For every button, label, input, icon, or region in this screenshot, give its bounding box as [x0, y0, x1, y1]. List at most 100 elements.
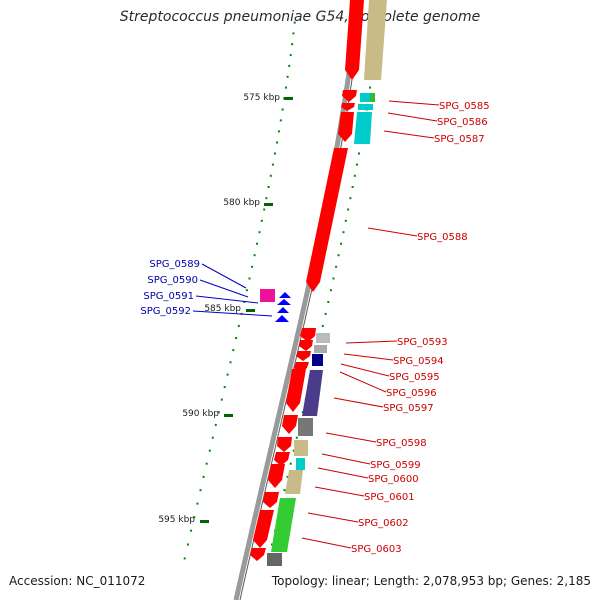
scale-dot [265, 197, 268, 200]
scale-dot [292, 449, 295, 452]
gene-label: SPG_0598 [376, 438, 427, 449]
scale-dot [292, 32, 295, 35]
category-box [314, 345, 327, 353]
gene-label: SPG_0586 [437, 117, 488, 128]
genome-summary: Topology: linear; Length: 2,078,953 bp; … [271, 574, 591, 588]
leader-line [192, 310, 273, 317]
scale-dot [283, 489, 286, 492]
scale-dot [321, 324, 324, 327]
scale-dot [202, 475, 205, 478]
scale-dot [274, 152, 276, 155]
scale-tick: 585 kbp [204, 304, 255, 314]
scale-dot [288, 64, 291, 67]
category-box [316, 333, 330, 343]
scale-label: 595 kbp [158, 515, 195, 525]
category-box [298, 418, 313, 436]
scale-dot [208, 449, 211, 452]
scale-dot [223, 386, 226, 389]
category-box [302, 370, 323, 416]
scale-dot [342, 231, 345, 234]
scale-dot [211, 436, 214, 439]
scale-dot [295, 436, 298, 439]
gene-arrow [338, 112, 354, 142]
right-gene-labels: SPG_0585 SPG_0586 SPG_0587 SPG_0588 SPG_… [301, 100, 490, 555]
leader-line [367, 227, 418, 237]
gene-label: SPG_0585 [439, 101, 490, 112]
category-box [267, 553, 282, 566]
scale-dot [349, 197, 352, 200]
scale-dot [281, 108, 284, 111]
scale-dot [293, 21, 296, 24]
gene-label: SPG_0592 [140, 306, 191, 317]
scale-dot [267, 186, 270, 188]
gene-arrow [277, 307, 289, 313]
leader-line [387, 112, 438, 122]
scale-dot [220, 398, 223, 401]
gene-arrow [279, 292, 291, 298]
gene-arrow [345, 0, 364, 80]
scale-dot [193, 516, 196, 519]
category-box [360, 93, 371, 102]
gene-arrow [306, 148, 348, 292]
gene-arrow [342, 90, 357, 102]
scale-dot [324, 312, 327, 315]
scale-dot [355, 163, 358, 166]
scale-dot [286, 75, 289, 78]
category-box [296, 458, 305, 470]
gene-arrow [299, 340, 313, 351]
genome-backbone [233, 0, 361, 600]
scale-dot [245, 289, 248, 292]
scale-dot [286, 475, 289, 478]
gene-label: SPG_0591 [143, 291, 194, 302]
category-box [271, 498, 296, 552]
category-box [364, 0, 387, 80]
gene-arrow [341, 103, 355, 111]
scale-dot [279, 119, 282, 122]
gene-label: SPG_0590 [147, 275, 198, 286]
scale-dot [256, 242, 258, 245]
map-title: Streptococcus pneumoniae G54, complete g… [119, 9, 481, 25]
leader-line [317, 467, 369, 479]
scale-dot [243, 301, 246, 303]
leader-line [340, 363, 390, 377]
scale-dot [351, 186, 354, 188]
gene-arrow [253, 510, 274, 548]
leader-line [383, 130, 435, 139]
leader-line [301, 537, 352, 549]
scale-dot [186, 543, 189, 546]
scale-dot [337, 254, 340, 257]
gene-box [260, 289, 275, 302]
gene-label: SPG_0595 [389, 372, 440, 383]
scale-dot [291, 43, 294, 46]
scale-dot [199, 489, 202, 492]
scale-dot [344, 219, 347, 222]
left-gene-labels: SPG_0589 SPG_0590 SPG_0591 SPG_0592 [140, 259, 273, 317]
scale-dot [340, 242, 342, 245]
reverse-strand-genes [260, 289, 291, 322]
scale-dot [285, 86, 287, 89]
scale-dot [369, 86, 371, 89]
gene-label: SPG_0602 [358, 518, 409, 529]
leader-line [307, 512, 359, 523]
gene-label: SPG_0587 [434, 134, 485, 145]
gene-arrow [286, 369, 306, 412]
leader-line [339, 371, 387, 393]
scale-dot [248, 277, 251, 280]
scale-label: 580 kbp [223, 198, 260, 208]
leader-line [195, 295, 259, 304]
gene-arrow [250, 548, 266, 561]
leader-line [343, 353, 394, 361]
scale-dot [327, 301, 330, 303]
gene-arrow [275, 315, 289, 322]
scale-dot [251, 265, 254, 268]
scale-dot [226, 373, 229, 376]
scale-dot [183, 557, 186, 560]
scale-dot [237, 324, 240, 327]
gene-label: SPG_0588 [417, 232, 468, 243]
leader-line [201, 263, 247, 289]
scale-dot [276, 141, 278, 144]
gene-arrow [268, 464, 285, 488]
category-box [354, 112, 372, 144]
scale-dot [253, 254, 256, 257]
